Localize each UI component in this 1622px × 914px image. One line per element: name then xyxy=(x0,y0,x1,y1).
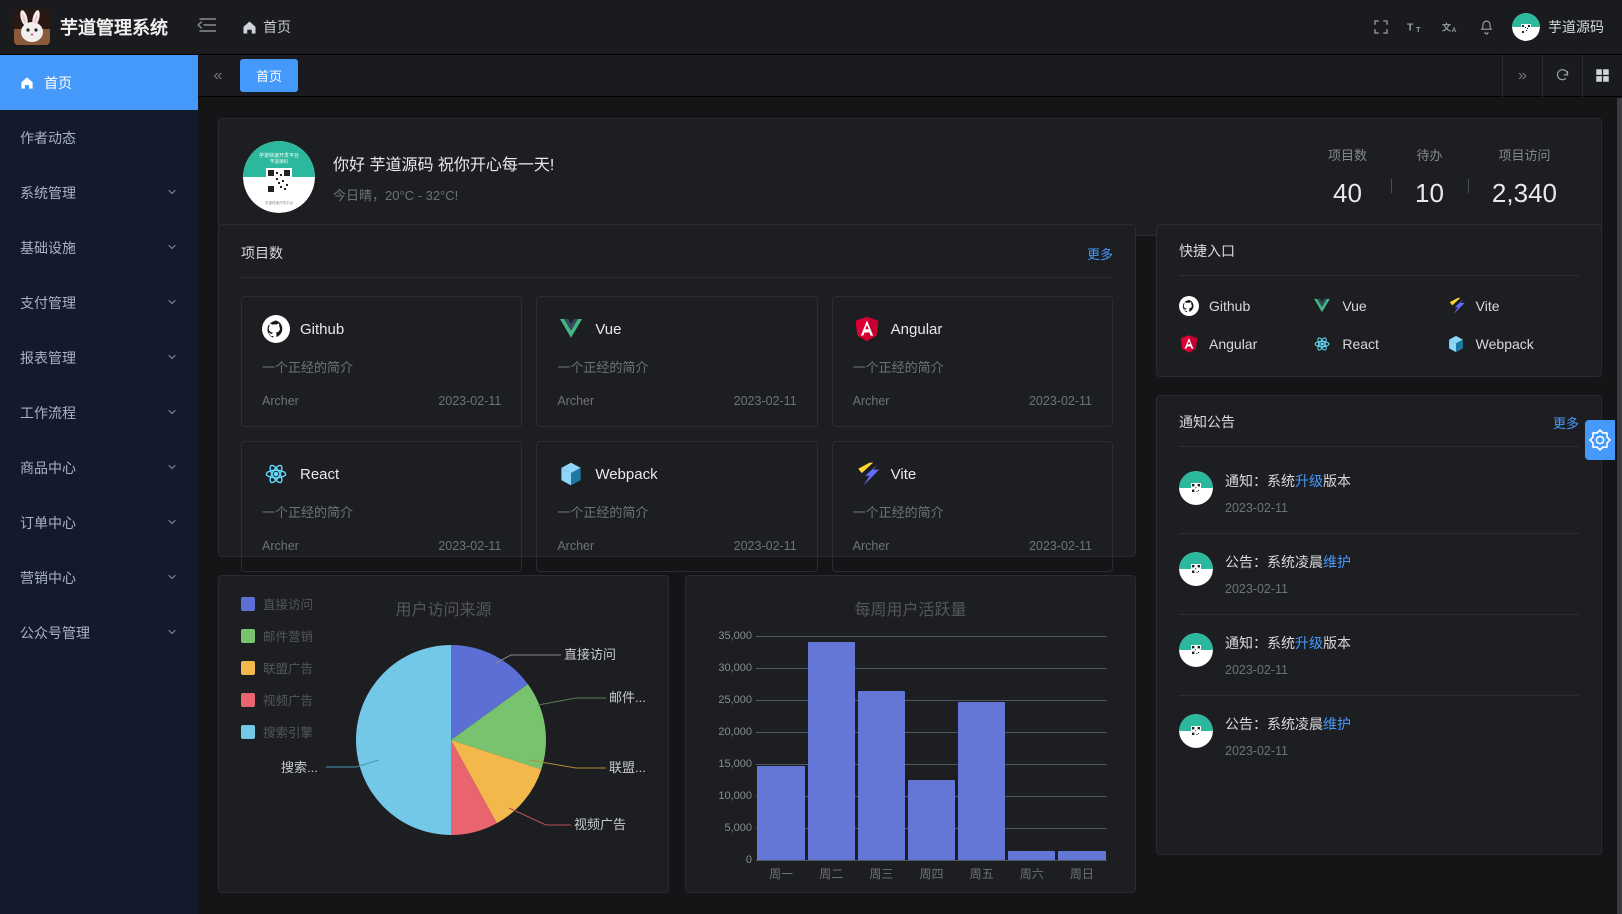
svg-text:A: A xyxy=(1452,27,1457,34)
svg-text:视频广告: 视频广告 xyxy=(574,817,626,832)
svg-text:T: T xyxy=(1407,23,1414,34)
svg-text:芋道快速开发平台: 芋道快速开发平台 xyxy=(265,200,293,205)
svg-text:芋道源码: 芋道源码 xyxy=(270,158,288,165)
svg-text:T: T xyxy=(1416,25,1421,34)
svg-text:联盟...: 联盟... xyxy=(609,760,646,775)
svg-text:文: 文 xyxy=(1442,22,1452,33)
svg-text:芋道快速开发平台: 芋道快速开发平台 xyxy=(259,152,299,159)
svg-text:邮件...: 邮件... xyxy=(609,690,646,705)
svg-text:直接访问: 直接访问 xyxy=(564,647,616,662)
svg-text:搜索...: 搜索... xyxy=(281,760,318,775)
